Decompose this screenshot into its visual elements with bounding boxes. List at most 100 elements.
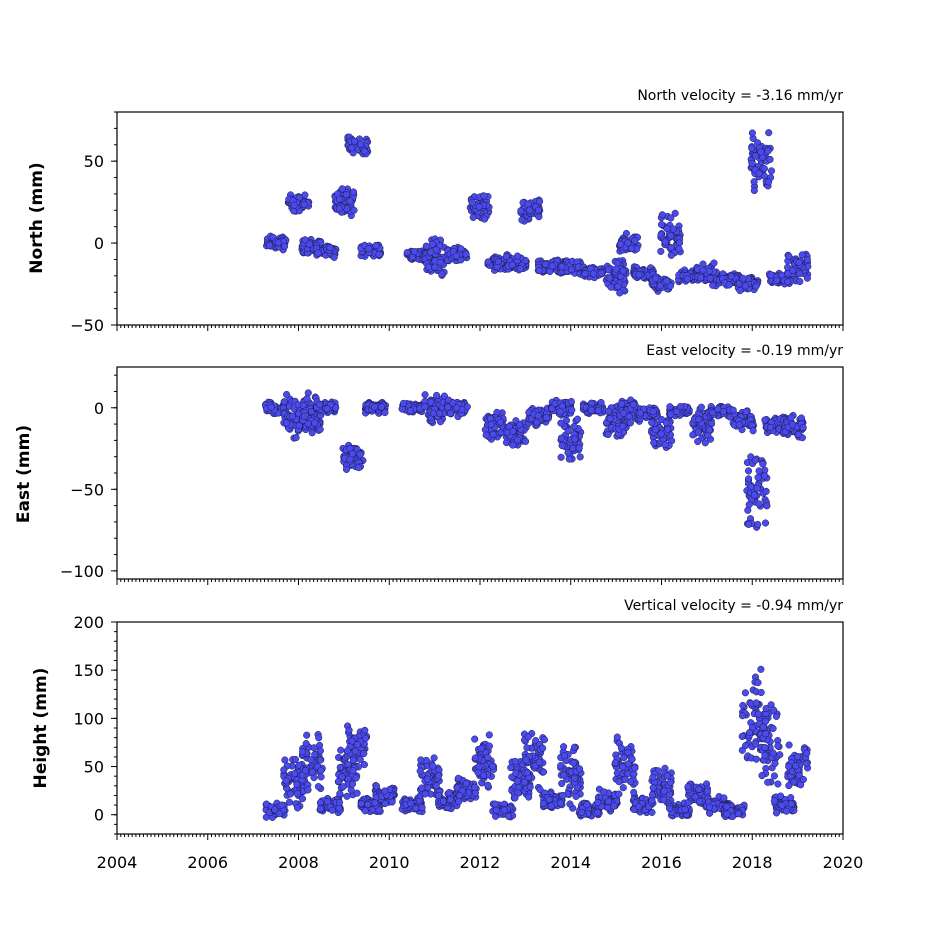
vertical-velocity-title: Vertical velocity = -0.94 mm/yr: [624, 598, 843, 614]
data-point: [271, 806, 279, 814]
data-point: [311, 419, 319, 427]
data-point: [656, 282, 664, 290]
data-point: [360, 750, 368, 758]
data-point: [565, 455, 573, 463]
data-point: [310, 744, 318, 752]
data-point: [290, 201, 298, 209]
data-point: [661, 238, 669, 246]
data-point: [454, 774, 462, 782]
data-point: [348, 144, 356, 152]
data-point: [799, 423, 807, 432]
data-point: [764, 147, 772, 155]
data-point: [305, 240, 313, 248]
data-point: [522, 756, 530, 764]
data-point: [339, 783, 347, 791]
data-point: [477, 745, 485, 753]
east-velocity-title: East velocity = -0.19 mm/yr: [646, 343, 843, 359]
data-point: [505, 812, 513, 820]
data-point: [649, 408, 657, 416]
data-point: [703, 787, 711, 795]
data-point: [361, 726, 369, 734]
data-point: [287, 790, 295, 798]
data-point: [767, 167, 776, 175]
data-point: [729, 406, 737, 414]
data-point: [516, 421, 524, 429]
data-point: [424, 263, 432, 271]
data-point: [784, 278, 792, 286]
data-point: [615, 790, 623, 798]
data-point: [438, 270, 446, 278]
data-point: [285, 798, 294, 806]
data-point: [500, 806, 508, 814]
data-point: [607, 283, 615, 291]
data-point: [356, 755, 364, 764]
data-point: [429, 762, 437, 770]
data-point: [619, 784, 627, 792]
data-point: [381, 799, 389, 808]
data-point: [316, 756, 324, 764]
data-point: [317, 773, 325, 781]
data-point: [556, 408, 564, 416]
data-point: [695, 415, 703, 423]
data-point: [489, 430, 497, 438]
data-point: [572, 792, 580, 800]
data-point: [759, 460, 767, 468]
data-point: [281, 242, 289, 250]
data-point: [706, 274, 714, 282]
data-point: [684, 783, 692, 791]
data-point: [750, 491, 758, 499]
data-point: [457, 245, 465, 253]
data-point: [474, 769, 482, 777]
data-point: [557, 762, 565, 770]
data-point: [281, 756, 289, 764]
data-point: [648, 419, 656, 427]
data-point: [751, 456, 759, 464]
data-point: [407, 799, 415, 807]
data-point: [614, 282, 622, 290]
data-point: [523, 769, 531, 777]
data-point: [535, 213, 543, 221]
data-point: [663, 277, 671, 285]
data-point: [631, 764, 639, 772]
data-point: [416, 767, 424, 775]
data-point: [539, 768, 548, 776]
data-point: [652, 426, 660, 434]
data-point: [337, 746, 345, 754]
data-point: [343, 747, 351, 755]
data-point: [349, 188, 358, 196]
data-point: [349, 767, 357, 775]
data-points: [263, 129, 812, 297]
data-point: [767, 271, 775, 279]
data-point: [535, 266, 543, 274]
data-point: [568, 406, 576, 414]
data-point: [606, 274, 614, 282]
data-point: [628, 244, 636, 252]
data-point: [351, 137, 359, 145]
data-point: [372, 782, 381, 790]
data-point: [741, 282, 750, 290]
data-point: [570, 423, 578, 431]
data-point: [526, 783, 534, 791]
data-point: [681, 805, 689, 814]
data-point: [410, 248, 418, 256]
data-point: [371, 403, 379, 411]
data-point: [323, 797, 332, 805]
data-point: [630, 788, 638, 796]
data-point: [619, 763, 627, 771]
data-point: [714, 405, 722, 413]
data-point: [481, 215, 489, 223]
data-point: [484, 781, 492, 789]
data-point: [417, 756, 425, 764]
data-point: [757, 665, 765, 673]
data-point: [502, 253, 510, 261]
data-point: [751, 152, 760, 160]
data-point: [604, 804, 612, 812]
data-point: [738, 732, 746, 740]
data-point: [462, 250, 470, 258]
data-point: [388, 798, 396, 806]
data-point: [326, 244, 334, 252]
y-tick-label: −50: [70, 316, 104, 335]
data-point: [512, 769, 520, 777]
data-point: [513, 252, 522, 260]
